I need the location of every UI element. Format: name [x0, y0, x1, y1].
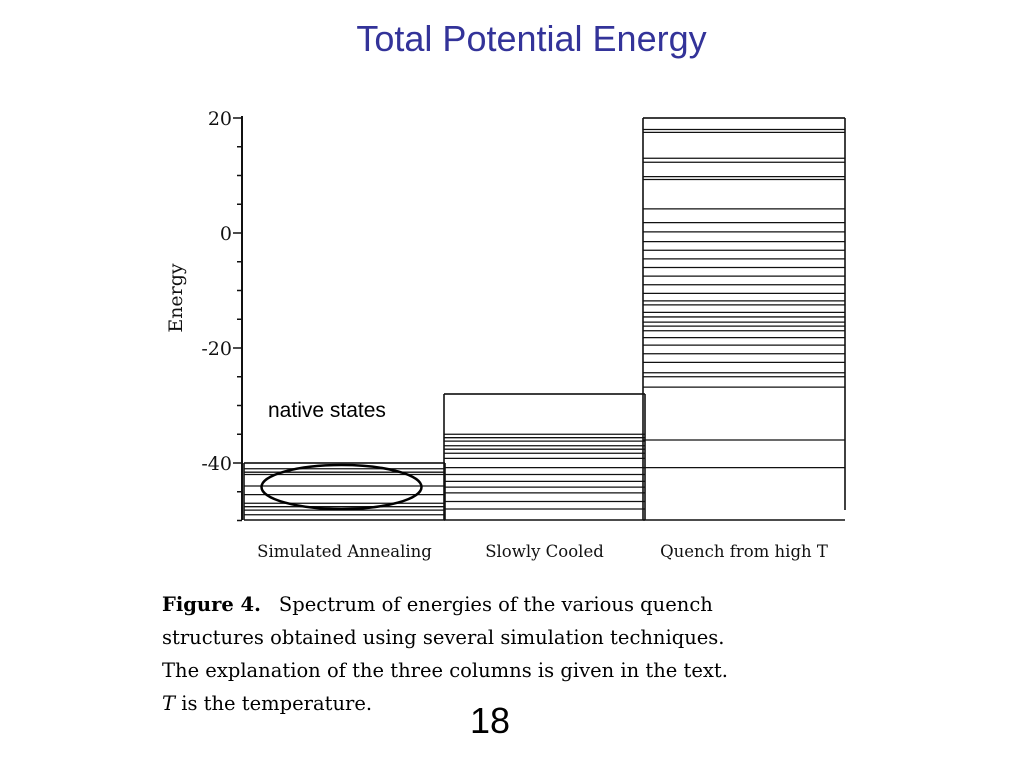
figure-caption: Figure 4. Spectrum of energies of the var… — [162, 588, 862, 720]
spectrum-column: Slowly Cooled — [443, 393, 646, 561]
spectrum-column: Simulated Annealing — [243, 462, 446, 561]
y-tick-label: -20 — [201, 338, 232, 360]
caption-line-2: structures obtained using several simula… — [162, 626, 725, 649]
y-tick-label: 20 — [208, 108, 232, 130]
column-label: Quench from high T — [660, 542, 828, 561]
caption-line-4: T is the temperature. — [162, 687, 862, 720]
native-states-ellipse — [260, 463, 423, 511]
annotation-layer — [260, 463, 423, 511]
caption-line-3: The explanation of the three columns is … — [162, 659, 728, 682]
native-states-label: native states — [268, 399, 386, 422]
figure-label: Figure 4. — [162, 593, 261, 616]
y-axis: 20 0 -20 -40 Energy — [165, 108, 243, 522]
column-label: Slowly Cooled — [485, 542, 604, 561]
caption-line-4-text: is the temperature. — [175, 692, 373, 715]
caption-line-1: Figure 4. Spectrum of energies of the var… — [162, 588, 862, 621]
slide-title: Total Potential Energy — [356, 18, 707, 59]
column-label: Simulated Annealing — [257, 542, 432, 561]
y-axis-label: Energy — [165, 263, 187, 333]
y-tick-label: -40 — [201, 453, 232, 475]
spectrum-columns: Simulated Annealing Slowly Cooled Quench f… — [243, 117, 846, 561]
page-number: 18 — [470, 700, 511, 741]
caption-line-1-text: Spectrum of energies of the various quen… — [278, 593, 713, 616]
temperature-variable: T — [162, 692, 176, 715]
spectrum-column: Quench from high T — [642, 117, 846, 561]
y-tick-label: 0 — [220, 223, 232, 245]
